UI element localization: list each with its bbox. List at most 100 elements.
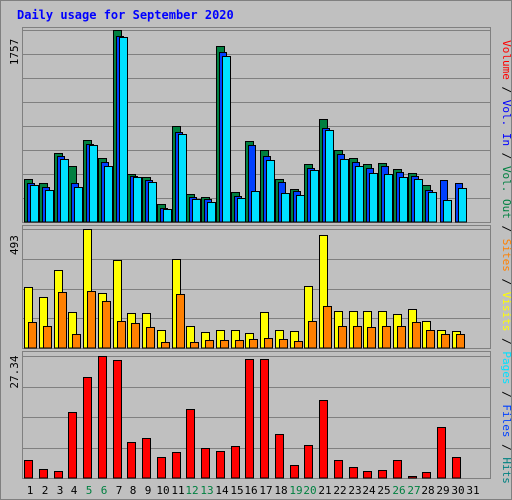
legend-part-4: Vol. Out xyxy=(500,166,512,219)
bar-sites-day-21 xyxy=(323,306,332,349)
bar-volume-day-29 xyxy=(437,427,446,479)
bar-sites-day-25 xyxy=(382,326,391,349)
x-tick-label-day-17: 17 xyxy=(259,484,272,497)
bar-sites-day-7 xyxy=(117,321,126,349)
x-tick-label-day-11: 11 xyxy=(171,484,184,497)
x-tick-label-day-26: 26 xyxy=(392,484,405,497)
bar-volume-day-21 xyxy=(319,400,328,479)
bar-sites-day-15 xyxy=(235,340,244,349)
bar-sites-day-29 xyxy=(441,334,450,349)
bar-pages-day-8 xyxy=(133,177,142,223)
bar-sites-day-23 xyxy=(353,326,362,349)
bar-pages-day-11 xyxy=(178,134,187,223)
x-tick-label-day-29: 29 xyxy=(436,484,449,497)
bar-pages-day-17 xyxy=(266,160,275,223)
bar-pages-day-30 xyxy=(458,188,467,223)
bar-volume-day-30 xyxy=(452,457,461,479)
bar-pages-day-24 xyxy=(369,173,378,223)
x-tick-label-day-9: 9 xyxy=(145,484,152,497)
bar-pages-day-3 xyxy=(60,159,69,223)
x-tick-label-day-25: 25 xyxy=(377,484,390,497)
bar-sites-day-28 xyxy=(426,330,435,349)
x-tick-label-day-1: 1 xyxy=(27,484,34,497)
x-tick-label-day-24: 24 xyxy=(362,484,376,497)
x-tick-label-day-20: 20 xyxy=(303,484,316,497)
bar-volume-day-26 xyxy=(393,460,402,479)
bar-sites-day-10 xyxy=(161,342,170,349)
bar-pages-day-9 xyxy=(148,182,157,223)
x-tick-label-day-12: 12 xyxy=(185,484,198,497)
bar-pages-day-5 xyxy=(89,145,98,223)
bar-volume-day-10 xyxy=(157,457,166,479)
bar-sites-day-19 xyxy=(294,341,303,349)
x-tick-label-day-31: 31 xyxy=(466,484,479,497)
bar-pages-day-22 xyxy=(340,159,349,223)
panel-frame xyxy=(22,351,491,479)
bar-sites-day-6 xyxy=(102,301,111,349)
legend-part-1: / xyxy=(500,80,512,100)
bar-sites-day-17 xyxy=(264,338,273,349)
bar-pages-day-26 xyxy=(399,177,408,223)
bar-pages-day-20 xyxy=(310,170,319,223)
bar-sites-day-18 xyxy=(279,339,288,349)
bar-sites-day-8 xyxy=(131,323,140,349)
bar-pages-day-16 xyxy=(251,191,260,223)
bar-volume-day-7 xyxy=(113,360,122,479)
bar-volume-day-12 xyxy=(186,409,195,479)
bar-sites-day-1 xyxy=(28,322,37,349)
bar-pages-day-25 xyxy=(384,174,393,223)
chart-panels: 1757 493 27.34 xyxy=(8,27,491,479)
right-legend: Volume / Vol. In / Vol. Out / Sites / Vi… xyxy=(500,40,512,484)
bar-sites-day-4 xyxy=(72,334,81,349)
x-tick-label-day-15: 15 xyxy=(230,484,243,497)
chart-title: Daily usage for September 2020 xyxy=(17,8,234,22)
x-tick-label-day-10: 10 xyxy=(156,484,169,497)
bar-volume-day-11 xyxy=(172,452,181,479)
bar-sites-day-14 xyxy=(220,340,229,349)
x-tick-label-day-2: 2 xyxy=(42,484,49,497)
x-tick-label-day-28: 28 xyxy=(421,484,434,497)
bar-pages-day-2 xyxy=(45,190,54,223)
bar-sites-day-11 xyxy=(176,294,185,349)
bar-sites-day-3 xyxy=(58,292,67,349)
bar-pages-day-7 xyxy=(119,37,128,223)
legend-part-9: / xyxy=(500,332,512,352)
x-tick-label-day-6: 6 xyxy=(101,484,108,497)
panel-volume: 27.34 xyxy=(8,351,491,479)
bar-sites-day-22 xyxy=(338,326,347,349)
bar-pages-day-18 xyxy=(281,193,290,223)
x-tick-label-day-16: 16 xyxy=(244,484,257,497)
x-axis-day-labels: 1 2 3 4 5 6 7 8 9 10 11 12 13 14 15 16 17 18 19 20 21 22 23 24 2… xyxy=(27,484,480,497)
legend-part-3: / xyxy=(500,146,512,166)
bar-pages-day-13 xyxy=(207,202,216,223)
bar-volume-day-24 xyxy=(363,471,372,479)
bar-volume-day-14 xyxy=(216,451,225,479)
x-tick-label-day-7: 7 xyxy=(116,484,123,497)
legend-part-0: Volume xyxy=(500,40,512,80)
bar-volume-day-6 xyxy=(98,356,107,479)
bar-sites-day-13 xyxy=(205,340,214,349)
bar-sites-day-16 xyxy=(249,339,258,349)
x-tick-label-day-8: 8 xyxy=(130,484,137,497)
bar-pages-day-27 xyxy=(414,179,423,223)
bar-volume-day-5 xyxy=(83,377,92,479)
bar-volume-day-23 xyxy=(349,467,358,479)
legend-part-6: Sites xyxy=(500,239,512,272)
bar-sites-day-2 xyxy=(43,326,52,349)
bar-pages-day-23 xyxy=(355,166,364,223)
bar-volume-day-3 xyxy=(54,471,63,479)
panel-hits-files-pages: 1757 xyxy=(8,27,491,223)
panel-max-label: 493 xyxy=(8,235,21,255)
legend-part-10: Pages xyxy=(500,351,512,384)
legend-part-13: / xyxy=(500,438,512,458)
bar-volume-day-18 xyxy=(275,434,284,479)
bar-volume-day-19 xyxy=(290,465,299,479)
bar-volume-day-22 xyxy=(334,460,343,479)
bar-pages-day-1 xyxy=(30,185,39,223)
x-tick-label-day-30: 30 xyxy=(451,484,464,497)
x-tick-label-day-13: 13 xyxy=(200,484,213,497)
bar-sites-day-5 xyxy=(87,291,96,349)
legend-part-12: Files xyxy=(500,404,512,437)
